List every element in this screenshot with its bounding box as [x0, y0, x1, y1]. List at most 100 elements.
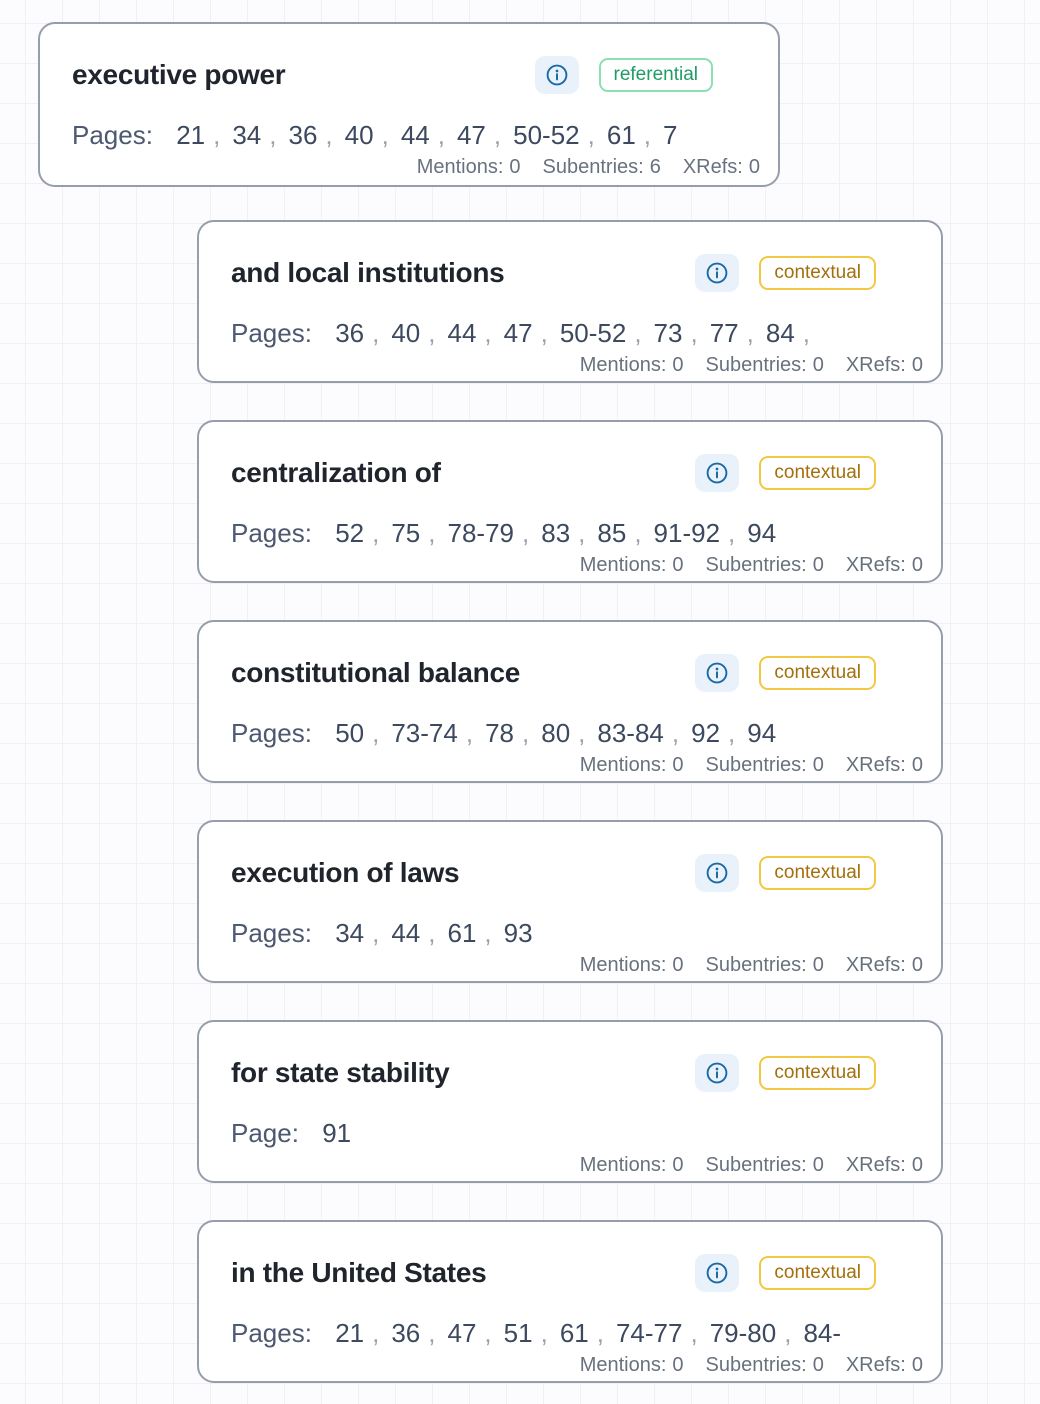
mentions-stat: Mentions: 0: [580, 554, 684, 576]
entry-stats: Mentions: 0 Subentries: 0 XRefs: 0: [231, 1354, 923, 1376]
page-number: 73-74: [391, 718, 458, 748]
entry-type-badge: contextual: [759, 856, 876, 890]
info-button[interactable]: [695, 454, 740, 492]
mentions-label: Mentions:: [579, 554, 667, 576]
page-number: 50: [335, 718, 365, 748]
info-icon: [707, 1062, 728, 1084]
xrefs-label: XRefs:: [845, 554, 906, 576]
subentries-stat: Subentries: 0: [706, 1354, 824, 1376]
page-number: 92: [691, 718, 721, 748]
pages-label: Page:: [231, 1118, 299, 1148]
subentries-stat: Subentries: 0: [706, 754, 824, 776]
page-numbers-row: Pages: 52, 75, 78-79, 83, 85, 91-92, 94: [231, 518, 905, 548]
page-number: 84: [765, 318, 795, 348]
mentions-label: Mentions:: [579, 1354, 667, 1376]
subentries-label: Subentries:: [705, 754, 807, 776]
xrefs-value: 0: [911, 554, 923, 576]
entry-title: and local institutions: [231, 257, 505, 288]
page-separator: ,: [587, 120, 595, 150]
page-number: 84-: [803, 1318, 842, 1348]
xrefs-stat: XRefs: 0: [846, 754, 923, 776]
info-button[interactable]: [695, 254, 740, 292]
page-number: 21: [335, 1318, 365, 1348]
mentions-value: 0: [672, 1354, 684, 1376]
page-separator: ,: [540, 1318, 548, 1348]
page-number: 61: [447, 918, 477, 948]
info-button[interactable]: [534, 56, 579, 94]
mentions-stat: Mentions: 0: [580, 954, 684, 976]
page-separator: ,: [522, 518, 530, 548]
page-separator: ,: [372, 518, 380, 548]
page-number: 47: [503, 318, 533, 348]
card-header: constitutional balance contextual: [231, 654, 923, 692]
pages-label: Pages:: [231, 318, 312, 348]
entry-title: for state stability: [231, 1057, 450, 1088]
header-actions: referential: [534, 56, 713, 94]
page-separator: ,: [484, 1318, 492, 1348]
xrefs-stat: XRefs: 0: [846, 1354, 923, 1376]
entry-stats: Mentions: 0 Subentries: 0 XRefs: 0: [231, 354, 923, 376]
index-entry-card[interactable]: constitutional balance contextual Pages:…: [197, 620, 943, 783]
entry-stats: Mentions: 0 Subentries: 0 XRefs: 0: [231, 1154, 923, 1176]
info-icon: [546, 64, 567, 86]
page-separator: ,: [325, 120, 333, 150]
page-number: 7: [663, 120, 678, 150]
entry-type-badge: contextual: [759, 456, 876, 490]
page-number: 75: [391, 518, 421, 548]
page-number: 78-79: [447, 518, 515, 548]
page-number: 61: [606, 120, 636, 150]
page-number: 51: [503, 1318, 533, 1348]
page-number: 79-80: [709, 1318, 777, 1348]
info-icon: [707, 662, 728, 684]
page-separator: ,: [784, 1318, 792, 1348]
xrefs-stat: XRefs: 0: [683, 156, 760, 178]
page-separator: ,: [484, 318, 492, 348]
entry-stats: Mentions: 0 Subentries: 0 XRefs: 0: [231, 554, 923, 576]
card-header: centralization of contextual: [231, 454, 923, 492]
index-entry-card[interactable]: centralization of contextual Pages: 52, 7…: [197, 420, 943, 583]
index-entry-card[interactable]: for state stability contextual Page: 91 …: [197, 1020, 943, 1183]
xrefs-stat: XRefs: 0: [846, 554, 923, 576]
mentions-value: 0: [672, 1154, 684, 1176]
mentions-value: 0: [672, 954, 684, 976]
info-button[interactable]: [695, 1254, 740, 1292]
page-separator: ,: [728, 518, 736, 548]
subentries-stat: Subentries: 0: [706, 354, 824, 376]
card-header: executive power referential: [72, 56, 760, 94]
mentions-label: Mentions:: [579, 354, 667, 376]
info-icon: [707, 862, 728, 884]
page-separator: ,: [381, 120, 389, 150]
info-button[interactable]: [695, 854, 740, 892]
subentries-stat: Subentries: 6: [543, 156, 661, 178]
page-number: 44: [400, 120, 430, 150]
entry-title: execution of laws: [231, 857, 460, 888]
page-number: 94: [747, 518, 777, 548]
mentions-label: Mentions:: [579, 1154, 667, 1176]
page-separator: ,: [428, 1318, 436, 1348]
info-button[interactable]: [695, 654, 740, 692]
page-separator: ,: [802, 318, 811, 348]
page-separator: ,: [372, 918, 380, 948]
index-entry-card[interactable]: and local institutions contextual Pages:…: [197, 220, 943, 383]
index-entry-card[interactable]: execution of laws contextual Pages: 34, 4…: [197, 820, 943, 983]
page-number: 94: [747, 718, 777, 748]
page-numbers-row: Pages: 21, 34, 36, 40, 44, 47, 50-52, 61, 7: [72, 120, 742, 150]
subentries-label: Subentries:: [705, 554, 807, 576]
subentries-stat: Subentries: 0: [706, 954, 824, 976]
pages-label: Pages:: [231, 918, 312, 948]
mentions-stat: Mentions: 0: [580, 754, 684, 776]
index-entry-card[interactable]: in the United States contextual Pages: 2…: [197, 1220, 943, 1383]
subentries-value: 6: [649, 156, 661, 178]
info-button[interactable]: [695, 1054, 740, 1092]
card-header: and local institutions contextual: [231, 254, 923, 292]
index-entry-card[interactable]: executive power referential Pages: 21, 34…: [38, 22, 780, 187]
page-number: 47: [456, 120, 486, 150]
page-separator: ,: [465, 718, 474, 748]
page-separator: ,: [484, 918, 492, 948]
page-separator: ,: [540, 318, 548, 348]
page-number: 61: [559, 1318, 589, 1348]
xrefs-stat: XRefs: 0: [846, 954, 923, 976]
page-separator: ,: [634, 318, 642, 348]
xrefs-value: 0: [911, 1154, 923, 1176]
subentries-value: 0: [812, 1154, 824, 1176]
